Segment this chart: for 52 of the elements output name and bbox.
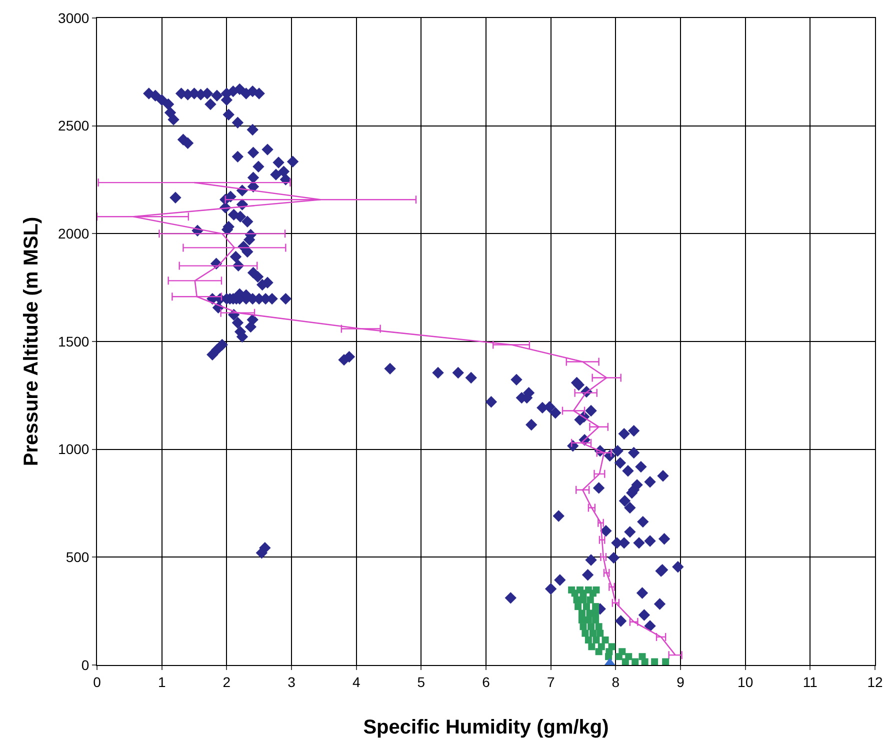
point xyxy=(592,616,600,624)
point xyxy=(580,623,587,630)
x-tick-label: 5 xyxy=(417,674,426,690)
point xyxy=(589,590,596,597)
y-tick-label: 2000 xyxy=(58,226,90,242)
point xyxy=(602,636,609,644)
y-tick-label: 0 xyxy=(81,656,90,673)
y-tick-label: 1500 xyxy=(58,333,90,350)
point xyxy=(592,636,600,644)
point xyxy=(596,630,604,637)
x-tick-label: 8 xyxy=(612,674,620,690)
point xyxy=(574,603,582,610)
point xyxy=(632,658,639,665)
x-tick-label: 9 xyxy=(676,674,685,690)
x-tick-label: 7 xyxy=(546,674,555,690)
point xyxy=(592,610,600,617)
point xyxy=(588,623,595,630)
point xyxy=(605,653,612,660)
point xyxy=(651,658,658,665)
y-tick-label: 500 xyxy=(66,549,90,566)
y-tick-label: 1000 xyxy=(58,441,90,458)
point xyxy=(580,590,587,597)
x-tick-label: 3 xyxy=(288,674,296,690)
point xyxy=(662,658,670,665)
x-tick-label: 12 xyxy=(867,674,883,690)
point xyxy=(584,636,592,644)
point xyxy=(580,596,587,604)
x-tick-label: 6 xyxy=(482,674,490,690)
point xyxy=(641,658,648,665)
point xyxy=(615,653,622,660)
point xyxy=(571,590,578,597)
y-tick-label: 2500 xyxy=(58,118,90,134)
point xyxy=(595,623,602,630)
point xyxy=(582,630,589,637)
y-axis-title: Pressure Altitude (m MSL) xyxy=(20,216,43,466)
x-tick-label: 11 xyxy=(802,674,818,690)
point xyxy=(595,648,602,656)
point xyxy=(589,630,596,637)
x-tick-label: 2 xyxy=(222,674,231,690)
y-tick-label: 3000 xyxy=(58,10,90,26)
point xyxy=(586,596,594,604)
x-axis-title: Specific Humidity (gm/kg) xyxy=(363,716,609,738)
point xyxy=(582,603,590,610)
x-tick-label: 1 xyxy=(158,674,166,690)
x-tick-label: 4 xyxy=(352,674,360,690)
x-tick-label: 0 xyxy=(93,674,102,690)
point xyxy=(578,610,586,617)
x-tick-label: 10 xyxy=(738,674,754,690)
point xyxy=(588,643,596,650)
point xyxy=(592,603,600,610)
point xyxy=(622,658,629,665)
point xyxy=(584,616,592,624)
